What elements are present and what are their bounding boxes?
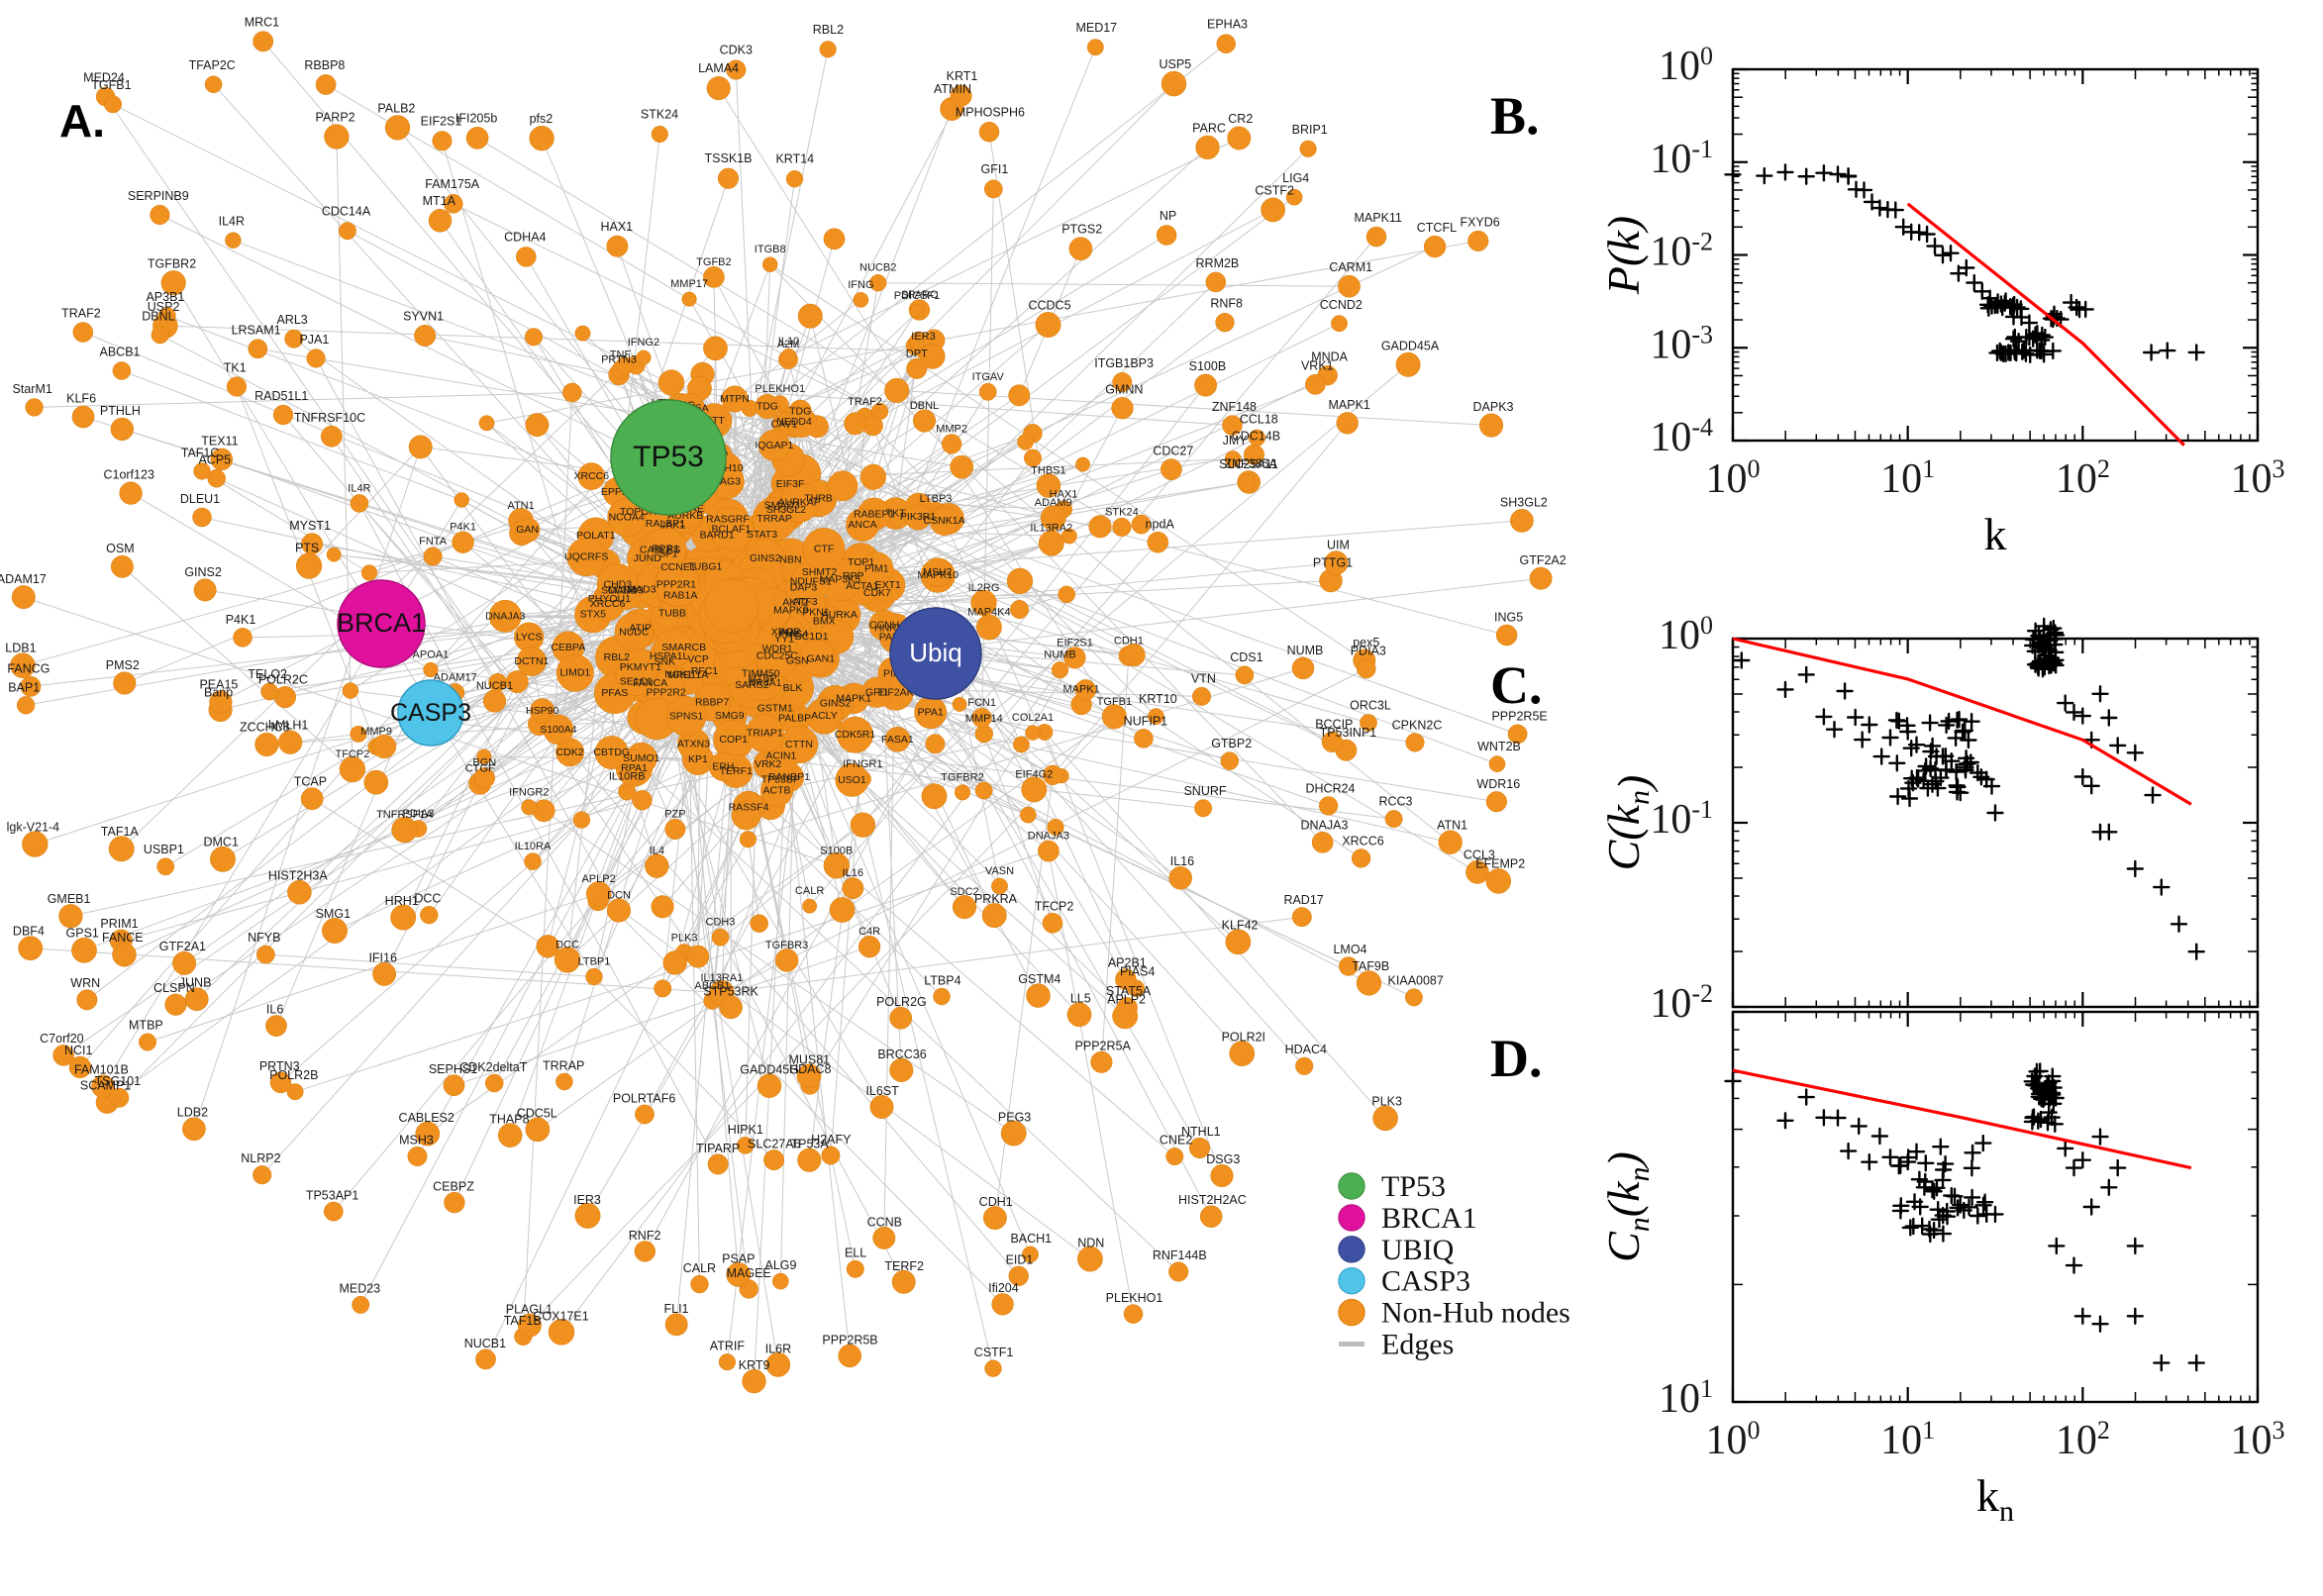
svg-text:100: 100 [1659, 611, 1713, 658]
svg-text:B.: B. [1490, 86, 1540, 146]
svg-text:Cn(kn): Cn(kn) [1598, 1151, 1656, 1262]
svg-text:P(k): P(k) [1598, 216, 1649, 295]
svg-text:101: 101 [1659, 1374, 1713, 1422]
svg-text:C.: C. [1490, 655, 1543, 715]
svg-text:101: 101 [1880, 454, 1935, 502]
svg-text:10-1: 10-1 [1650, 795, 1713, 843]
svg-text:102: 102 [2056, 1416, 2110, 1463]
svg-text:103: 103 [2231, 454, 2285, 502]
svg-text:k: k [1984, 509, 2007, 559]
svg-text:10-1: 10-1 [1650, 135, 1713, 182]
svg-text:10-3: 10-3 [1650, 320, 1713, 367]
svg-text:101: 101 [1880, 1416, 1935, 1463]
svg-text:10-4: 10-4 [1650, 413, 1713, 460]
svg-text:103: 103 [2231, 1416, 2285, 1463]
svg-text:100: 100 [1706, 1416, 1761, 1463]
svg-text:10-2: 10-2 [1650, 979, 1713, 1027]
svg-text:10-2: 10-2 [1650, 228, 1713, 275]
svg-text:100: 100 [1706, 454, 1761, 502]
svg-text:D.: D. [1490, 1029, 1543, 1088]
svg-text:102: 102 [2056, 454, 2110, 502]
svg-text:100: 100 [1659, 42, 1713, 89]
svg-text:kn: kn [1976, 1470, 2014, 1528]
